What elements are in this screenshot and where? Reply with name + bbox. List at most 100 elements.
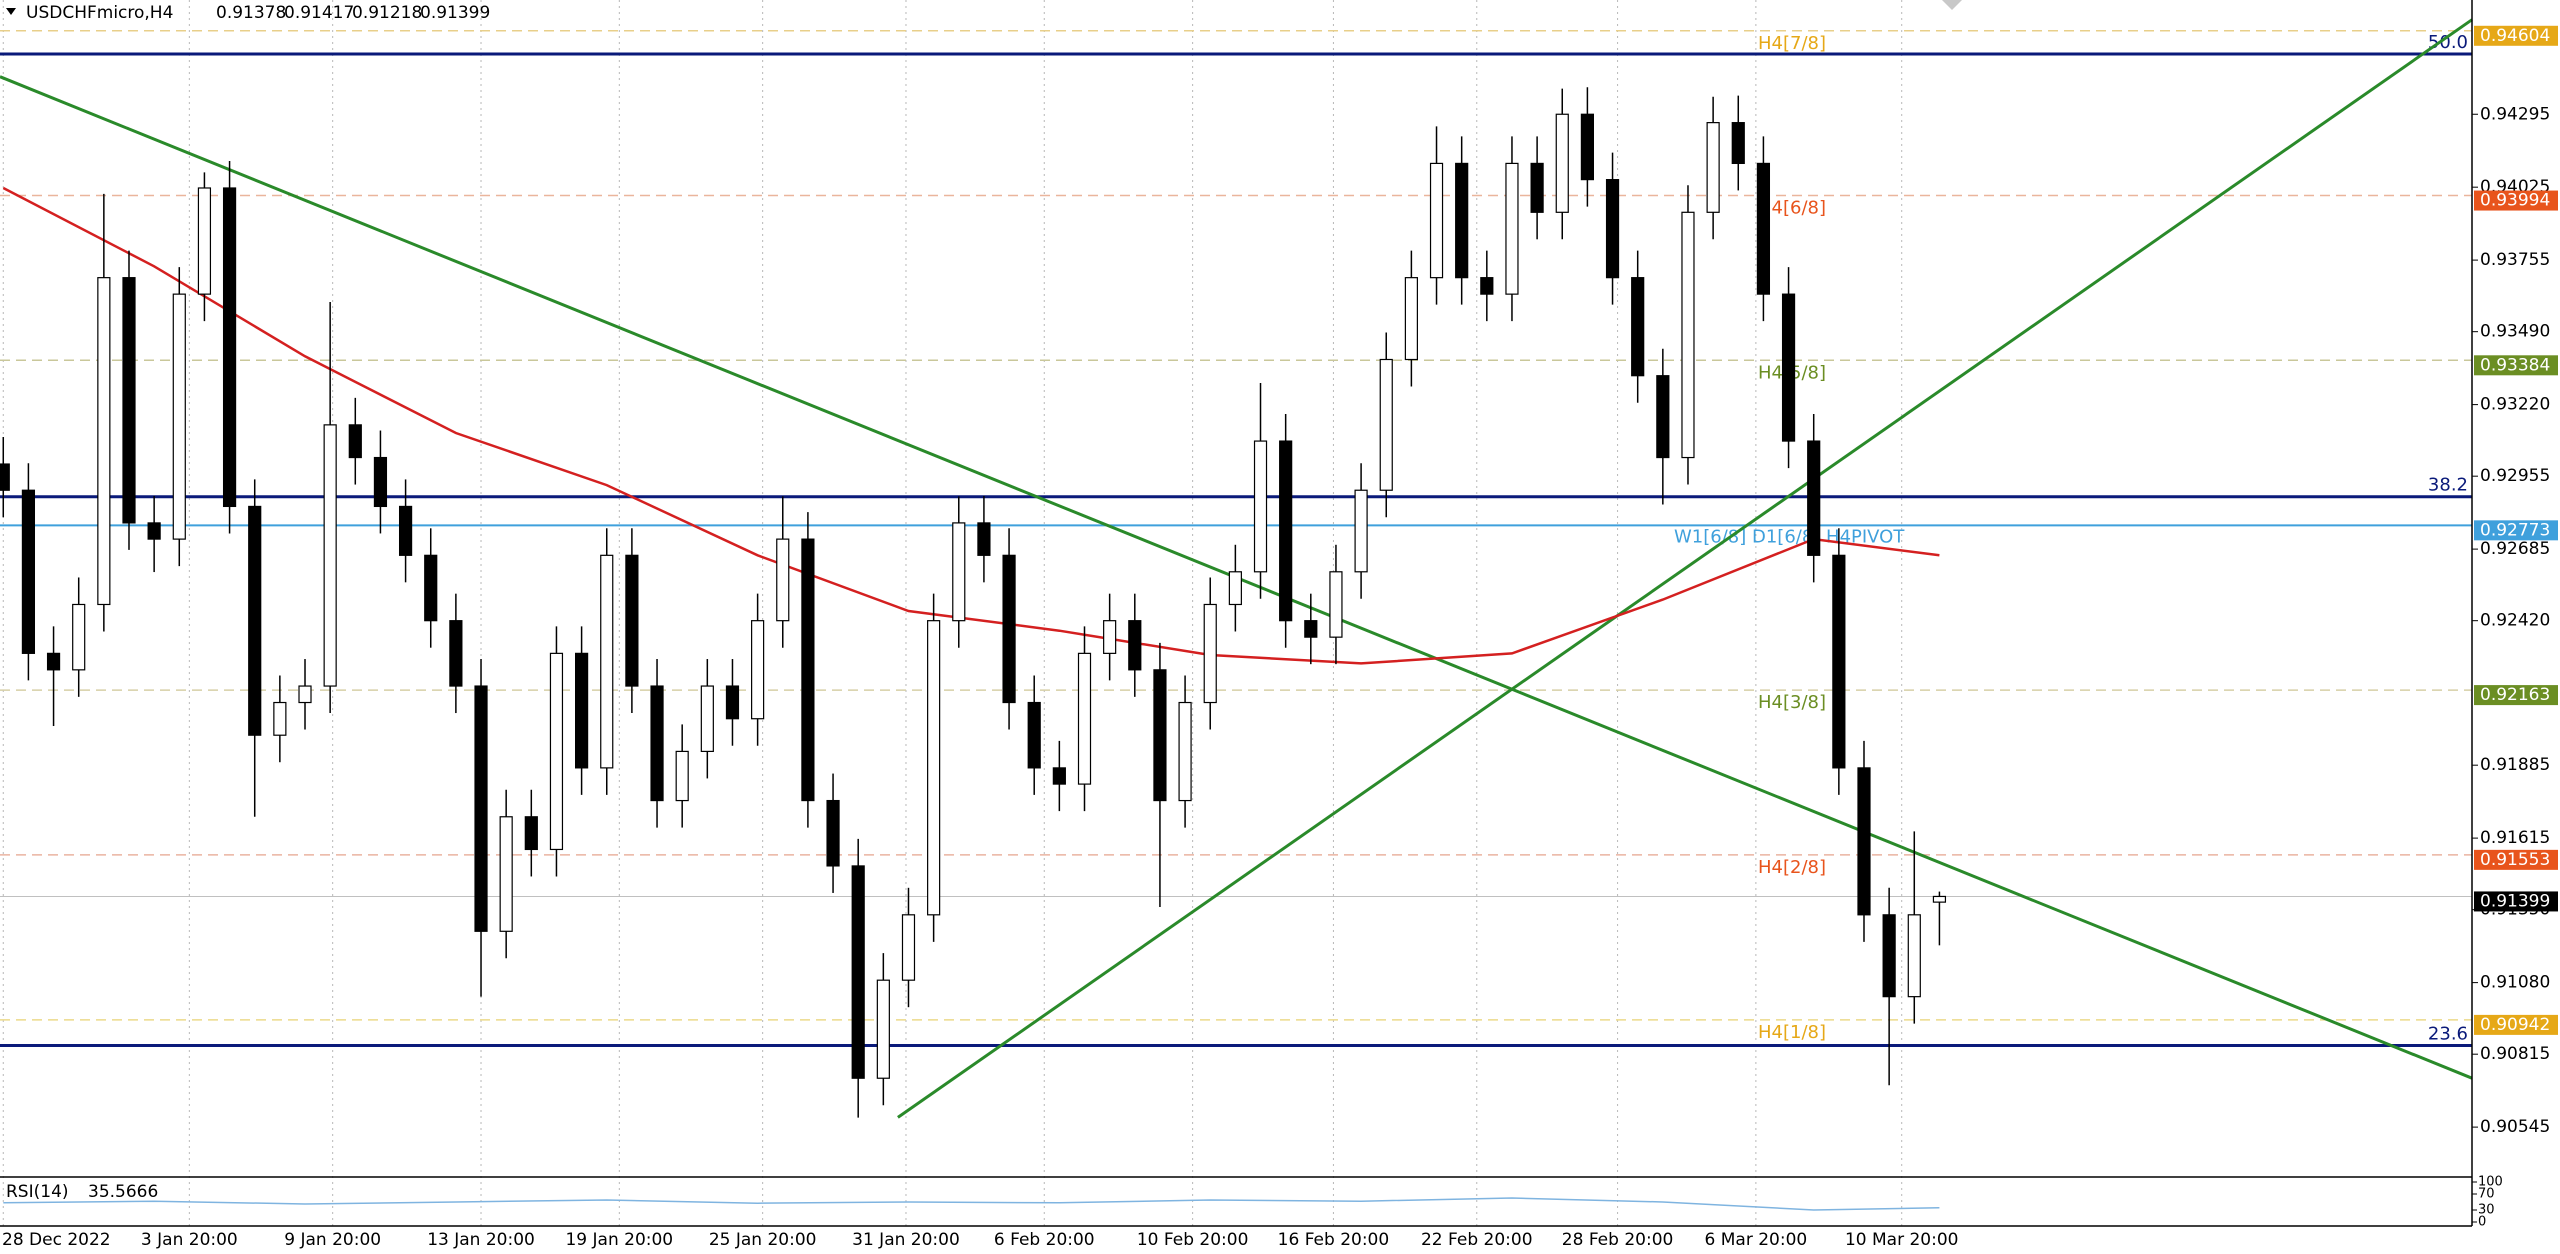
rsi-tick-label: 30 xyxy=(2478,1203,2495,1218)
candle-body xyxy=(826,799,840,867)
candle-body xyxy=(122,277,136,524)
x-tick-label: 3 Jan 20:00 xyxy=(141,1230,238,1250)
candle-body xyxy=(1002,554,1016,704)
level-label: H4[1/8] xyxy=(1758,1022,1826,1043)
candle-body xyxy=(1555,113,1569,213)
candle-body xyxy=(1706,122,1720,213)
candle-body xyxy=(1027,701,1041,769)
candle-body xyxy=(1731,122,1745,165)
candle-body xyxy=(1455,162,1469,279)
x-tick-label: 10 Mar 20:00 xyxy=(1845,1230,1959,1250)
rsi-tick-label: 100 xyxy=(2478,1175,2503,1190)
menu-icon[interactable] xyxy=(6,8,16,15)
header-low: 0.91218 xyxy=(352,3,422,23)
candle-body xyxy=(1605,179,1620,279)
candle-body xyxy=(524,816,538,851)
y-tick-label: 0.91885 xyxy=(2480,755,2550,775)
candle-body xyxy=(1807,440,1821,556)
price-tag-label: 0.90942 xyxy=(2480,1015,2550,1035)
candle-body xyxy=(499,816,513,932)
candle-body xyxy=(1480,277,1494,295)
price-tag-label: 0.92163 xyxy=(2480,685,2550,705)
price-tag-label: 0.91553 xyxy=(2480,850,2550,870)
candle-body xyxy=(751,620,765,720)
candle-body xyxy=(1329,571,1343,638)
candle-body xyxy=(398,505,413,556)
scroll-marker xyxy=(1942,0,1962,10)
trendline xyxy=(897,18,2473,1119)
candle-body xyxy=(901,914,916,981)
price-tag xyxy=(2474,685,2558,706)
candle-body xyxy=(1052,767,1066,785)
price-tag xyxy=(2474,25,2558,46)
levels: H4[7/8]50.0H4[6/8]H4[5/8]38.2W1[6/8] D1[… xyxy=(0,30,2472,1048)
candle-body xyxy=(977,522,991,556)
candle-body xyxy=(1203,603,1217,704)
price-tag xyxy=(2474,520,2558,541)
candle-body xyxy=(1580,113,1595,181)
x-tick-label: 31 Jan 20:00 xyxy=(852,1230,960,1250)
candle-body xyxy=(1756,162,1771,295)
level-label: H4[7/8] xyxy=(1758,33,1826,54)
plot-area xyxy=(0,18,2473,1211)
candle-body xyxy=(1279,440,1293,622)
x-tick-label: 19 Jan 20:00 xyxy=(565,1230,673,1250)
y-tick-label: 0.91080 xyxy=(2480,973,2550,993)
candle-body xyxy=(1857,767,1871,916)
y-tick-label: 0.92420 xyxy=(2480,611,2550,631)
candle-body xyxy=(1832,554,1846,769)
rsi-tick-label: 70 xyxy=(2478,1187,2495,1202)
candle-body xyxy=(1932,895,1947,903)
candle-body xyxy=(449,620,463,687)
x-tick-label: 10 Feb 20:00 xyxy=(1137,1230,1249,1250)
candle-body xyxy=(1907,914,1921,998)
candle-body xyxy=(248,505,262,736)
candle-body xyxy=(1505,162,1519,295)
candle-body xyxy=(650,685,664,802)
y-tick-label: 0.92955 xyxy=(2480,466,2550,486)
candle-body xyxy=(549,652,564,851)
price-tag xyxy=(2474,190,2558,211)
candle-body xyxy=(1404,277,1418,361)
candle-body xyxy=(323,424,337,687)
price-tag xyxy=(2474,849,2558,870)
candle-body xyxy=(952,522,966,622)
candle-body xyxy=(600,554,614,769)
candle-body xyxy=(675,750,689,802)
candle-body xyxy=(1882,914,1896,998)
rsi-value: 35.5666 xyxy=(88,1182,158,1202)
candle-body xyxy=(1631,277,1645,377)
y-tick-label: 0.90815 xyxy=(2480,1044,2550,1064)
candle-body xyxy=(801,538,815,802)
price-tag-label: 0.93384 xyxy=(2480,355,2550,375)
candle-body xyxy=(1253,440,1268,573)
x-tick-label: 25 Jan 20:00 xyxy=(709,1230,817,1250)
level-label: H4[6/8] xyxy=(1758,198,1826,219)
candle-body xyxy=(46,652,61,671)
candle-body xyxy=(298,685,312,704)
candle-body xyxy=(700,685,714,753)
candle-body xyxy=(197,187,212,295)
price-tag-label: 0.94604 xyxy=(2480,26,2550,46)
y-tick-label: 0.90545 xyxy=(2480,1117,2550,1137)
candle-body xyxy=(1681,211,1695,459)
y-tick-label: 0.94295 xyxy=(2480,104,2550,124)
x-tick-label: 28 Feb 20:00 xyxy=(1562,1230,1674,1250)
rsi-tick-label: 0 xyxy=(2478,1215,2486,1230)
candle-body xyxy=(851,865,865,1079)
candle-body xyxy=(348,424,362,459)
candle-body xyxy=(1656,375,1670,459)
symbol-label: USDCHFmicro,H4 xyxy=(26,3,173,23)
candle-body xyxy=(1077,652,1092,785)
candle-body xyxy=(575,652,589,769)
candle-body xyxy=(0,463,10,491)
current-price-tag-label: 0.91399 xyxy=(2480,891,2550,911)
current-price-tag xyxy=(2474,891,2558,912)
rsi-line xyxy=(3,1197,1940,1211)
candle-body xyxy=(625,554,639,687)
level-label: H4[3/8] xyxy=(1758,692,1826,713)
candle-body xyxy=(1228,571,1242,606)
candle-body xyxy=(1153,669,1167,802)
